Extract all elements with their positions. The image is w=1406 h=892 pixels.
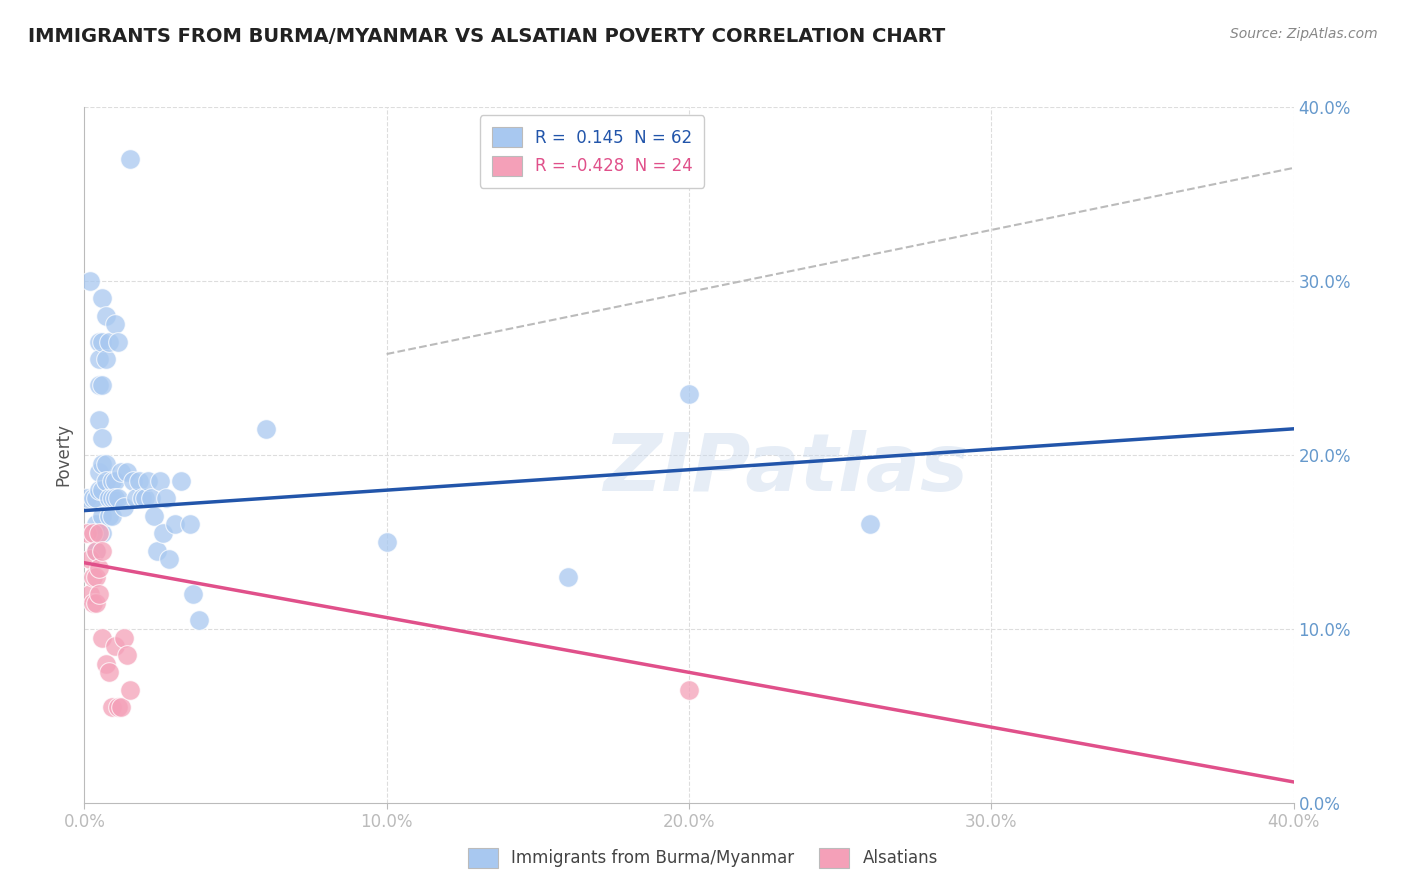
Point: [118, 682, 141, 697]
Point: [91, 631, 114, 645]
Point: [89, 413, 111, 427]
Point: [97, 508, 120, 523]
Text: Source: ZipAtlas.com: Source: ZipAtlas.com: [1230, 27, 1378, 41]
Point: [134, 491, 156, 506]
Point: [89, 334, 111, 349]
Point: [76, 491, 98, 506]
Point: [678, 682, 700, 697]
Point: [89, 466, 111, 480]
Y-axis label: Poverty: Poverty: [55, 424, 73, 486]
Legend: R =  0.145  N = 62, R = -0.428  N = 24: R = 0.145 N = 62, R = -0.428 N = 24: [479, 115, 704, 187]
Point: [104, 639, 127, 653]
Point: [86, 570, 108, 584]
Point: [100, 491, 122, 506]
Point: [100, 508, 122, 523]
Point: [146, 543, 169, 558]
Point: [107, 491, 129, 506]
Point: [89, 526, 111, 541]
Point: [375, 534, 398, 549]
Point: [86, 596, 108, 610]
Point: [89, 587, 111, 601]
Point: [115, 466, 138, 480]
Point: [79, 552, 101, 566]
Point: [97, 334, 120, 349]
Point: [86, 543, 108, 558]
Point: [107, 334, 129, 349]
Point: [139, 491, 162, 506]
Point: [82, 526, 104, 541]
Point: [86, 543, 108, 558]
Point: [131, 491, 153, 506]
Point: [121, 474, 143, 488]
Point: [82, 491, 104, 506]
Point: [157, 552, 180, 566]
Point: [112, 631, 135, 645]
Point: [128, 474, 150, 488]
Point: [859, 517, 882, 532]
Point: [79, 587, 101, 601]
Point: [136, 474, 159, 488]
Point: [91, 457, 114, 471]
Point: [118, 152, 141, 166]
Point: [94, 352, 117, 367]
Point: [165, 517, 187, 532]
Point: [82, 596, 104, 610]
Point: [91, 483, 114, 497]
Text: IMMIGRANTS FROM BURMA/MYANMAR VS ALSATIAN POVERTY CORRELATION CHART: IMMIGRANTS FROM BURMA/MYANMAR VS ALSATIA…: [28, 27, 945, 45]
Point: [254, 422, 277, 436]
Point: [76, 526, 98, 541]
Point: [110, 700, 132, 714]
Point: [94, 309, 117, 323]
Point: [86, 491, 108, 506]
Point: [181, 587, 204, 601]
Point: [89, 483, 111, 497]
Point: [152, 526, 174, 541]
Point: [91, 543, 114, 558]
Point: [91, 526, 114, 541]
Point: [97, 491, 120, 506]
Text: ZIPatlas: ZIPatlas: [603, 430, 969, 508]
Point: [100, 474, 122, 488]
Point: [112, 500, 135, 514]
Point: [104, 474, 127, 488]
Point: [94, 474, 117, 488]
Point: [104, 491, 127, 506]
Point: [91, 334, 114, 349]
Point: [89, 378, 111, 392]
Point: [110, 466, 132, 480]
Point: [557, 570, 579, 584]
Point: [170, 474, 193, 488]
Point: [115, 648, 138, 662]
Point: [149, 474, 172, 488]
Point: [94, 457, 117, 471]
Point: [107, 700, 129, 714]
Point: [100, 700, 122, 714]
Point: [104, 318, 127, 332]
Point: [91, 431, 114, 445]
Point: [89, 561, 111, 575]
Legend: Immigrants from Burma/Myanmar, Alsatians: Immigrants from Burma/Myanmar, Alsatians: [461, 841, 945, 875]
Point: [91, 291, 114, 305]
Point: [678, 387, 700, 401]
Point: [125, 491, 148, 506]
Point: [188, 613, 211, 627]
Point: [142, 508, 165, 523]
Point: [91, 378, 114, 392]
Point: [179, 517, 201, 532]
Point: [79, 274, 101, 288]
Point: [97, 665, 120, 680]
Point: [91, 508, 114, 523]
Point: [89, 352, 111, 367]
Point: [94, 657, 117, 671]
Point: [155, 491, 177, 506]
Point: [82, 570, 104, 584]
Point: [86, 517, 108, 532]
